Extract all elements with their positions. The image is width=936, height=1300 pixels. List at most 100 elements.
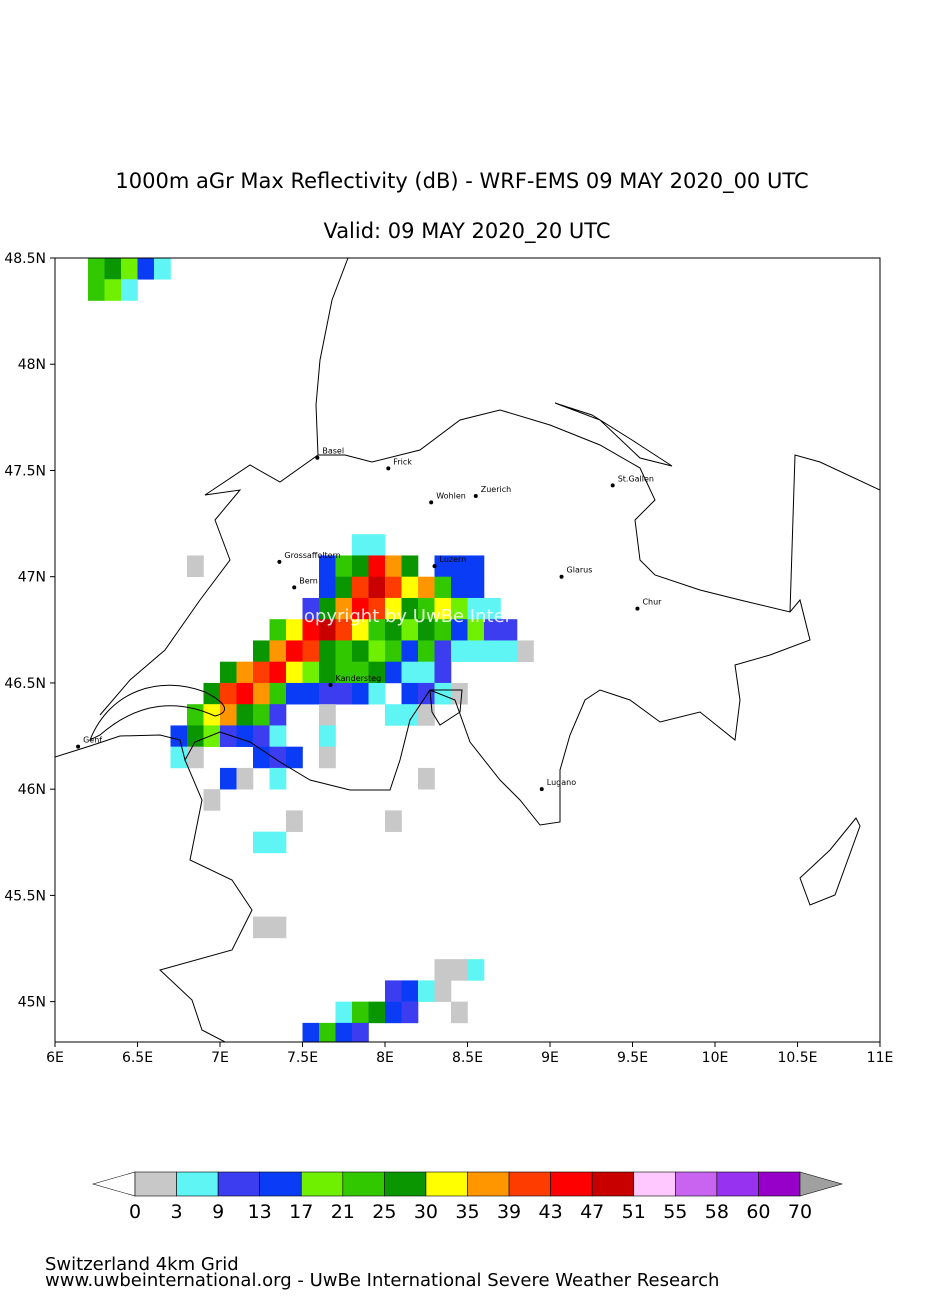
reflectivity-cell (451, 555, 468, 577)
reflectivity-cell (418, 576, 435, 599)
reflectivity-cell (418, 980, 435, 1002)
reflectivity-cell (269, 725, 287, 747)
y-tick-label: 45.5N (4, 888, 46, 904)
reflectivity-cell (434, 682, 452, 705)
colorbar-label: 0 (129, 1201, 141, 1223)
city-label: Zuerich (481, 485, 511, 494)
x-tick-label: 6.5E (122, 1050, 153, 1066)
colorbar-label: 43 (539, 1201, 563, 1223)
reflectivity-cell (187, 725, 204, 747)
reflectivity-cell (187, 555, 204, 577)
colorbar-label: 55 (663, 1201, 687, 1223)
colorbar-box (508, 1171, 551, 1197)
colorbar-box (300, 1171, 344, 1197)
reflectivity-cell (137, 258, 155, 280)
x-tick-label: 8E (376, 1050, 394, 1066)
y-tick-label: 47.5N (4, 463, 46, 479)
reflectivity-cell (302, 682, 320, 705)
x-tick-label: 10.5E (777, 1050, 817, 1066)
footer-grid: Switzerland 4km Grid (45, 1254, 239, 1275)
reflectivity-cell (385, 661, 402, 684)
reflectivity-cell (236, 725, 254, 747)
reflectivity-cell (286, 810, 303, 832)
reflectivity-cell (319, 576, 336, 599)
reflectivity-cell (467, 555, 485, 577)
colorbar-box (425, 1171, 468, 1197)
colorbar-box (716, 1171, 759, 1197)
reflectivity-cell (352, 534, 369, 556)
reflectivity-cell (500, 619, 518, 641)
reflectivity-cell (154, 258, 171, 280)
reflectivity-cell (269, 682, 287, 705)
reflectivity-cell (335, 597, 353, 620)
reflectivity-cell (335, 576, 353, 599)
reflectivity-cell (335, 661, 353, 684)
rhine-border (315, 258, 349, 456)
reflectivity-cell (269, 619, 287, 641)
reflectivity-cell (401, 1001, 419, 1024)
reflectivity-cell (385, 980, 402, 1002)
city-label: Genf (83, 736, 102, 745)
reflectivity-cell (500, 640, 518, 662)
reflectivity-cell (286, 640, 303, 662)
reflectivity-cell (352, 1001, 369, 1024)
city-label: Basel (322, 447, 344, 456)
cities: Basel Frick Wohlen Zuerich St.Gallen Grossaff… (76, 447, 662, 792)
city-dot (559, 574, 564, 579)
reflectivity-cell (352, 576, 369, 599)
colorbar-label: 47 (580, 1201, 604, 1223)
colorbar: 0 3 9 13 17 21 25 30 35 39 43 47 51 55 58 60 70 (91, 1171, 844, 1223)
reflectivity-cell (385, 704, 402, 726)
colorbar-box (675, 1171, 718, 1197)
city-label: St.Gallen (618, 474, 654, 483)
city-label: Wohlen (436, 491, 466, 500)
reflectivity-cell (335, 1022, 353, 1042)
reflectivity-cell (121, 258, 138, 280)
reflectivity-cell (368, 597, 386, 620)
reflectivity-cell (418, 661, 435, 684)
reflectivity-cell (401, 704, 419, 726)
city-dot (610, 483, 615, 488)
colorbar-label: 25 (372, 1201, 396, 1223)
lake-maggiore (429, 689, 463, 726)
reflectivity-cell (319, 1022, 336, 1042)
reflectivity-cell (451, 640, 468, 662)
reflectivity-cell (401, 661, 419, 684)
colorbar-label: 39 (497, 1201, 521, 1223)
reflectivity-cell (484, 640, 501, 662)
x-tick-label: 11E (867, 1050, 894, 1066)
reflectivity-cell (467, 576, 485, 599)
reflectivity-cell (401, 555, 419, 577)
title: 1000m aGr Max Reflectivity (dB) - WRF-EM… (115, 169, 808, 194)
colorbar-box (342, 1171, 385, 1197)
reflectivity-cell (302, 1022, 320, 1042)
reflectivity-cell (253, 704, 270, 726)
reflectivity-cell (302, 640, 320, 662)
reflectivity-cell (418, 597, 435, 620)
reflectivity-cell (484, 619, 501, 641)
reflectivity-cell (187, 704, 204, 726)
reflectivity-cell (203, 682, 221, 705)
reflectivity-cell (385, 1001, 402, 1024)
reflectivity-cell (319, 597, 336, 620)
reflectivity-cell (451, 959, 468, 981)
axes: 6E 6.5E 7E 7.5E 8E 8.5E 9E 9.5E 10E 10.5E 11E 48.5N… (4, 251, 893, 1066)
reflectivity-cell (517, 640, 534, 662)
reflectivity-cell (286, 682, 303, 705)
city-label: Luzern (440, 555, 467, 564)
reflectivity-cell (236, 682, 254, 705)
city-dot (429, 500, 434, 505)
city-dot (473, 493, 478, 498)
city-label: Kandersteg (336, 674, 382, 683)
reflectivity-cell (434, 661, 452, 684)
reflectivity-cell (418, 619, 435, 641)
colorbar-box (217, 1171, 260, 1197)
reflectivity-cell (236, 661, 254, 684)
colorbar-under (91, 1171, 136, 1197)
reflectivity-cell (368, 661, 386, 684)
colorbar-box (384, 1171, 427, 1197)
reflectivity-cell (418, 682, 435, 705)
reflectivity-cell (121, 279, 138, 301)
lake-garda (799, 817, 861, 906)
reflectivity-cell (236, 767, 254, 790)
